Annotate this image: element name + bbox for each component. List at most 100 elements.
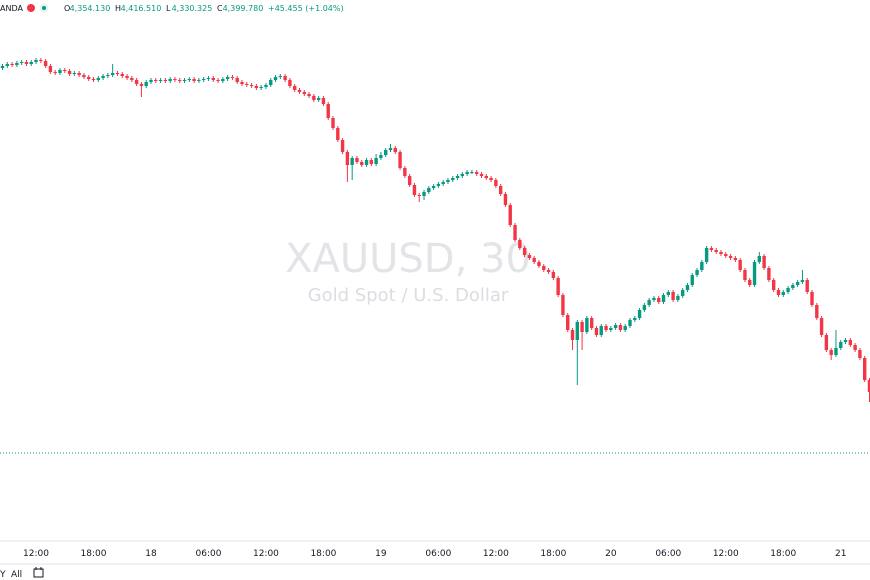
candle-body — [316, 98, 321, 100]
candle-body — [815, 305, 819, 318]
market-status-icon[interactable] — [27, 4, 35, 12]
candle-body — [374, 158, 378, 164]
candle-body — [312, 96, 316, 100]
candle-body — [24, 62, 29, 64]
candle-body — [589, 318, 594, 328]
candle-body — [613, 325, 618, 328]
x-tick-label: 20 — [605, 549, 617, 559]
x-tick-label: 18:00 — [81, 549, 107, 559]
candle-body — [43, 61, 48, 66]
candle-body — [240, 82, 244, 84]
candle-body — [321, 98, 326, 104]
candle-body — [839, 342, 843, 348]
candle-body — [637, 310, 642, 318]
candle-body — [225, 77, 230, 79]
candle-body — [680, 290, 685, 296]
change-value: +45.455 (+1.04%) — [268, 4, 344, 13]
candle-body — [379, 155, 383, 158]
candle-body — [733, 258, 738, 260]
candle-body — [273, 77, 278, 80]
candle-body — [101, 76, 105, 78]
candle-body — [628, 320, 632, 326]
candle-body — [187, 79, 192, 80]
range-button[interactable]: Y — [0, 570, 6, 580]
candle-body — [221, 79, 225, 81]
candle-body — [206, 78, 211, 79]
candle-body — [508, 205, 512, 225]
candle-body — [384, 150, 388, 155]
candle-body — [388, 148, 393, 150]
candle-body — [269, 80, 273, 85]
candle-body — [518, 240, 522, 248]
candle-body — [748, 280, 752, 285]
range-button[interactable]: All — [11, 570, 22, 580]
live-dot — [42, 6, 46, 10]
candle-body — [489, 178, 493, 180]
candle-body — [853, 345, 857, 350]
candle-body — [800, 280, 805, 282]
x-tick-label: 06:00 — [196, 549, 222, 559]
candle-body — [484, 176, 488, 178]
candle-body — [551, 272, 556, 278]
candle-body — [676, 296, 680, 300]
ohlc-value: 4,354.130 — [70, 4, 111, 13]
watermark-description: Gold Spot / U.S. Dollar — [308, 285, 509, 306]
candle-body — [201, 79, 206, 80]
candle-body — [805, 280, 809, 292]
ohlc-value: 4,399.780 — [223, 4, 264, 13]
candle-body — [130, 78, 134, 80]
candle-body — [470, 172, 474, 173]
candle-body — [566, 315, 570, 330]
candle-body — [331, 118, 335, 128]
ohlc-label: C — [217, 4, 223, 13]
candle-body — [642, 305, 647, 310]
candle-body — [752, 262, 757, 285]
candle-body — [704, 248, 709, 262]
candle-body — [743, 270, 747, 280]
candle-body — [5, 64, 9, 66]
candle-body — [345, 152, 350, 165]
candle-body — [158, 80, 163, 81]
candle-body — [364, 160, 369, 165]
candle-body — [503, 194, 508, 205]
candle-body — [829, 350, 833, 355]
candle-body — [168, 79, 172, 81]
candle-body — [810, 292, 814, 305]
header-bg — [0, 0, 870, 16]
candle-body — [494, 180, 498, 186]
candle-body — [652, 298, 656, 300]
candle-body — [369, 160, 374, 164]
candle-body — [110, 73, 115, 75]
candle-body — [34, 60, 38, 62]
candle-body — [427, 188, 431, 192]
candle-body — [436, 184, 441, 186]
candle-body — [819, 318, 824, 335]
candle-body — [178, 80, 182, 81]
calendar-icon — [33, 568, 44, 578]
candle-body — [479, 174, 484, 176]
ohlc-label: O — [64, 4, 70, 13]
candle-body — [441, 182, 445, 184]
candle-body — [858, 350, 862, 358]
candle-body — [67, 71, 72, 74]
candle-body — [580, 322, 584, 332]
candle-body — [134, 80, 139, 84]
x-tick-label: 18:00 — [540, 549, 566, 559]
candle-body — [48, 66, 53, 72]
x-tick-label: 06:00 — [425, 549, 451, 559]
candle-body — [264, 85, 268, 87]
candle-body — [197, 80, 201, 81]
candle-body — [460, 174, 465, 176]
date-range-icon[interactable] — [33, 567, 44, 578]
candle-body — [599, 326, 603, 335]
candle-body — [594, 328, 599, 335]
candle-body — [757, 256, 762, 262]
candle-body — [666, 292, 671, 295]
candle-body — [786, 288, 790, 292]
symbol-source: ANDA — [0, 4, 23, 13]
x-tick-label: 12:00 — [713, 549, 739, 559]
candle-body — [465, 172, 469, 174]
candle-body — [728, 256, 733, 258]
candle-body — [527, 255, 532, 258]
